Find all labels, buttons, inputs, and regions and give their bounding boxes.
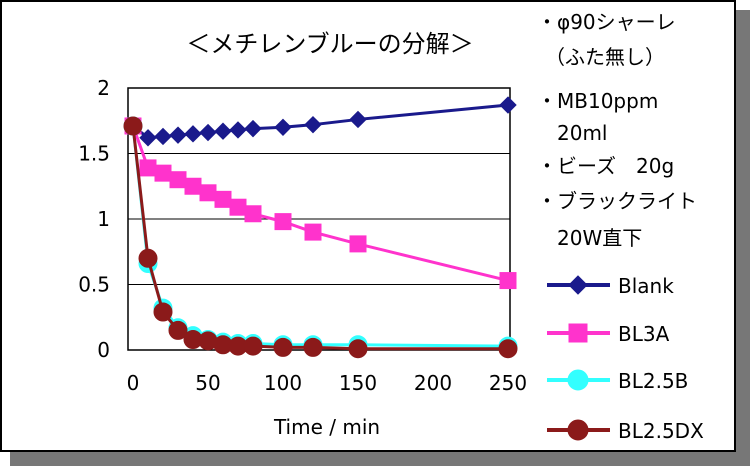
data-point: [348, 339, 368, 359]
data-point: [214, 122, 232, 140]
data-point: [274, 118, 292, 137]
y-tick-label: 0: [97, 338, 110, 362]
legend-label: BL3A: [618, 322, 670, 346]
legend-item: BL2.5B: [547, 369, 688, 393]
y-tick-label: 1: [97, 207, 110, 231]
legend-label: Blank: [618, 274, 674, 298]
data-point: [199, 123, 217, 142]
data-point: [168, 320, 188, 340]
legend-item: BL3A: [547, 322, 670, 346]
condition-note: 20ml: [557, 121, 608, 145]
data-point: [229, 121, 247, 139]
condition-note: （ふた無し）: [545, 45, 665, 69]
condition-note: ・ブラックライト: [537, 189, 697, 213]
data-point: [244, 205, 262, 223]
condition-note: ・φ90シャーレ: [537, 10, 676, 34]
condition-note: ・MB10ppm: [537, 89, 659, 113]
data-point: [349, 110, 367, 129]
data-point: [243, 336, 263, 356]
data-point: [153, 302, 173, 322]
data-point: [304, 115, 322, 134]
data-point: [229, 198, 247, 216]
x-tick-label: 250: [489, 371, 527, 395]
y-tick-labels: 0 0.5 1 1.5 2: [78, 76, 110, 362]
data-point: [244, 119, 262, 138]
data-point: [303, 337, 323, 357]
x-axis-label: Time / min: [273, 415, 380, 439]
gridlines: [128, 87, 510, 285]
legend-swatch-marker: [568, 275, 588, 295]
data-point: [199, 184, 217, 202]
x-tick-label: 100: [264, 371, 302, 395]
data-point: [498, 339, 518, 359]
series-blank: [124, 96, 517, 147]
legend-swatch-marker: [567, 419, 589, 441]
data-point: [154, 127, 172, 146]
data-point: [499, 96, 517, 114]
legend-label: BL2.5DX: [618, 419, 704, 443]
data-point: [274, 213, 292, 231]
data-point: [169, 126, 187, 144]
x-tick-labels: 0 50 100 150 200 250: [127, 371, 527, 395]
legend-swatch-marker: [568, 323, 588, 343]
series-layer: [123, 96, 518, 359]
y-tick-label: 2: [97, 76, 110, 100]
data-point: [184, 125, 202, 143]
condition-note: 20W直下: [557, 226, 643, 250]
y-tick-label: 1.5: [78, 142, 110, 166]
data-point: [349, 235, 367, 253]
data-point: [138, 248, 158, 268]
legend: Blank BL3A BL2.5B BL2.5DX: [547, 274, 704, 443]
x-tick-label: 150: [339, 371, 377, 395]
condition-note: ・ビーズ 20g: [537, 154, 675, 178]
data-point: [214, 190, 232, 208]
data-point: [154, 164, 172, 182]
y-tick-label: 0.5: [78, 273, 110, 297]
series-bl2-5dx: [123, 116, 518, 359]
legend-label: BL2.5B: [618, 369, 688, 393]
data-point: [169, 171, 187, 189]
x-tick-label: 0: [127, 371, 140, 395]
x-tick-label: 50: [195, 371, 220, 395]
data-point: [123, 116, 143, 136]
x-tick-label: 200: [414, 371, 452, 395]
chart-title: ＜メチレンブルーの分解＞: [186, 30, 473, 58]
legend-swatch-marker: [567, 369, 589, 391]
data-point: [139, 129, 157, 147]
legend-item: BL2.5DX: [547, 419, 704, 443]
data-point: [499, 272, 517, 290]
data-point: [184, 177, 202, 195]
legend-item: Blank: [547, 274, 674, 298]
data-point: [304, 223, 322, 241]
data-point: [273, 337, 293, 357]
data-point: [139, 159, 157, 177]
